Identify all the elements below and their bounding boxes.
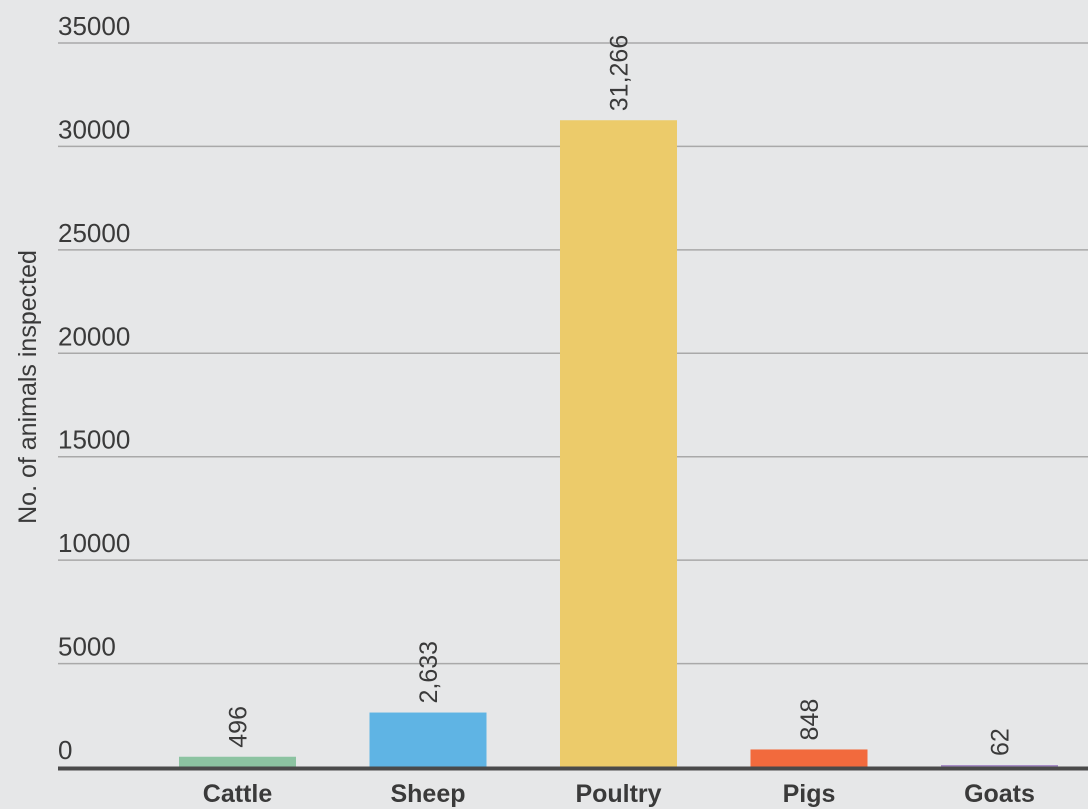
value-labels: 496 2,633 31,266 848 62 — [225, 35, 1015, 756]
value-label-cattle: 496 — [225, 706, 253, 748]
category-label-pigs: Pigs — [783, 780, 836, 808]
category-labels: Cattle Sheep Poultry Pigs Goats — [203, 780, 1035, 808]
y-axis-label: No. of animals inspected — [14, 250, 42, 524]
bars — [179, 120, 1058, 767]
category-label-sheep: Sheep — [390, 780, 465, 808]
y-tick-label: 20000 — [58, 321, 130, 351]
bar-poultry — [560, 120, 677, 767]
y-tick-label: 10000 — [58, 528, 130, 558]
value-label-pigs: 848 — [796, 699, 824, 741]
y-tick-label: 0 — [58, 735, 72, 765]
value-label-sheep: 2,633 — [415, 641, 443, 704]
value-label-poultry: 31,266 — [606, 35, 634, 111]
y-tick-label: 30000 — [58, 114, 130, 144]
y-axis-ticks: 0 5000 10000 15000 20000 25000 30000 35000 — [58, 11, 130, 765]
bar-sheep — [369, 712, 487, 767]
y-tick-label: 25000 — [58, 218, 130, 248]
y-tick-label: 15000 — [58, 425, 130, 455]
y-tick-label: 35000 — [58, 11, 130, 41]
bar-pigs — [750, 749, 868, 767]
bar-goats — [941, 765, 1058, 767]
bar-cattle — [179, 756, 296, 767]
category-label-cattle: Cattle — [203, 780, 273, 808]
category-label-poultry: Poultry — [575, 780, 661, 808]
category-label-goats: Goats — [964, 780, 1035, 808]
value-label-goats: 62 — [987, 728, 1015, 756]
y-tick-label: 5000 — [58, 632, 116, 662]
